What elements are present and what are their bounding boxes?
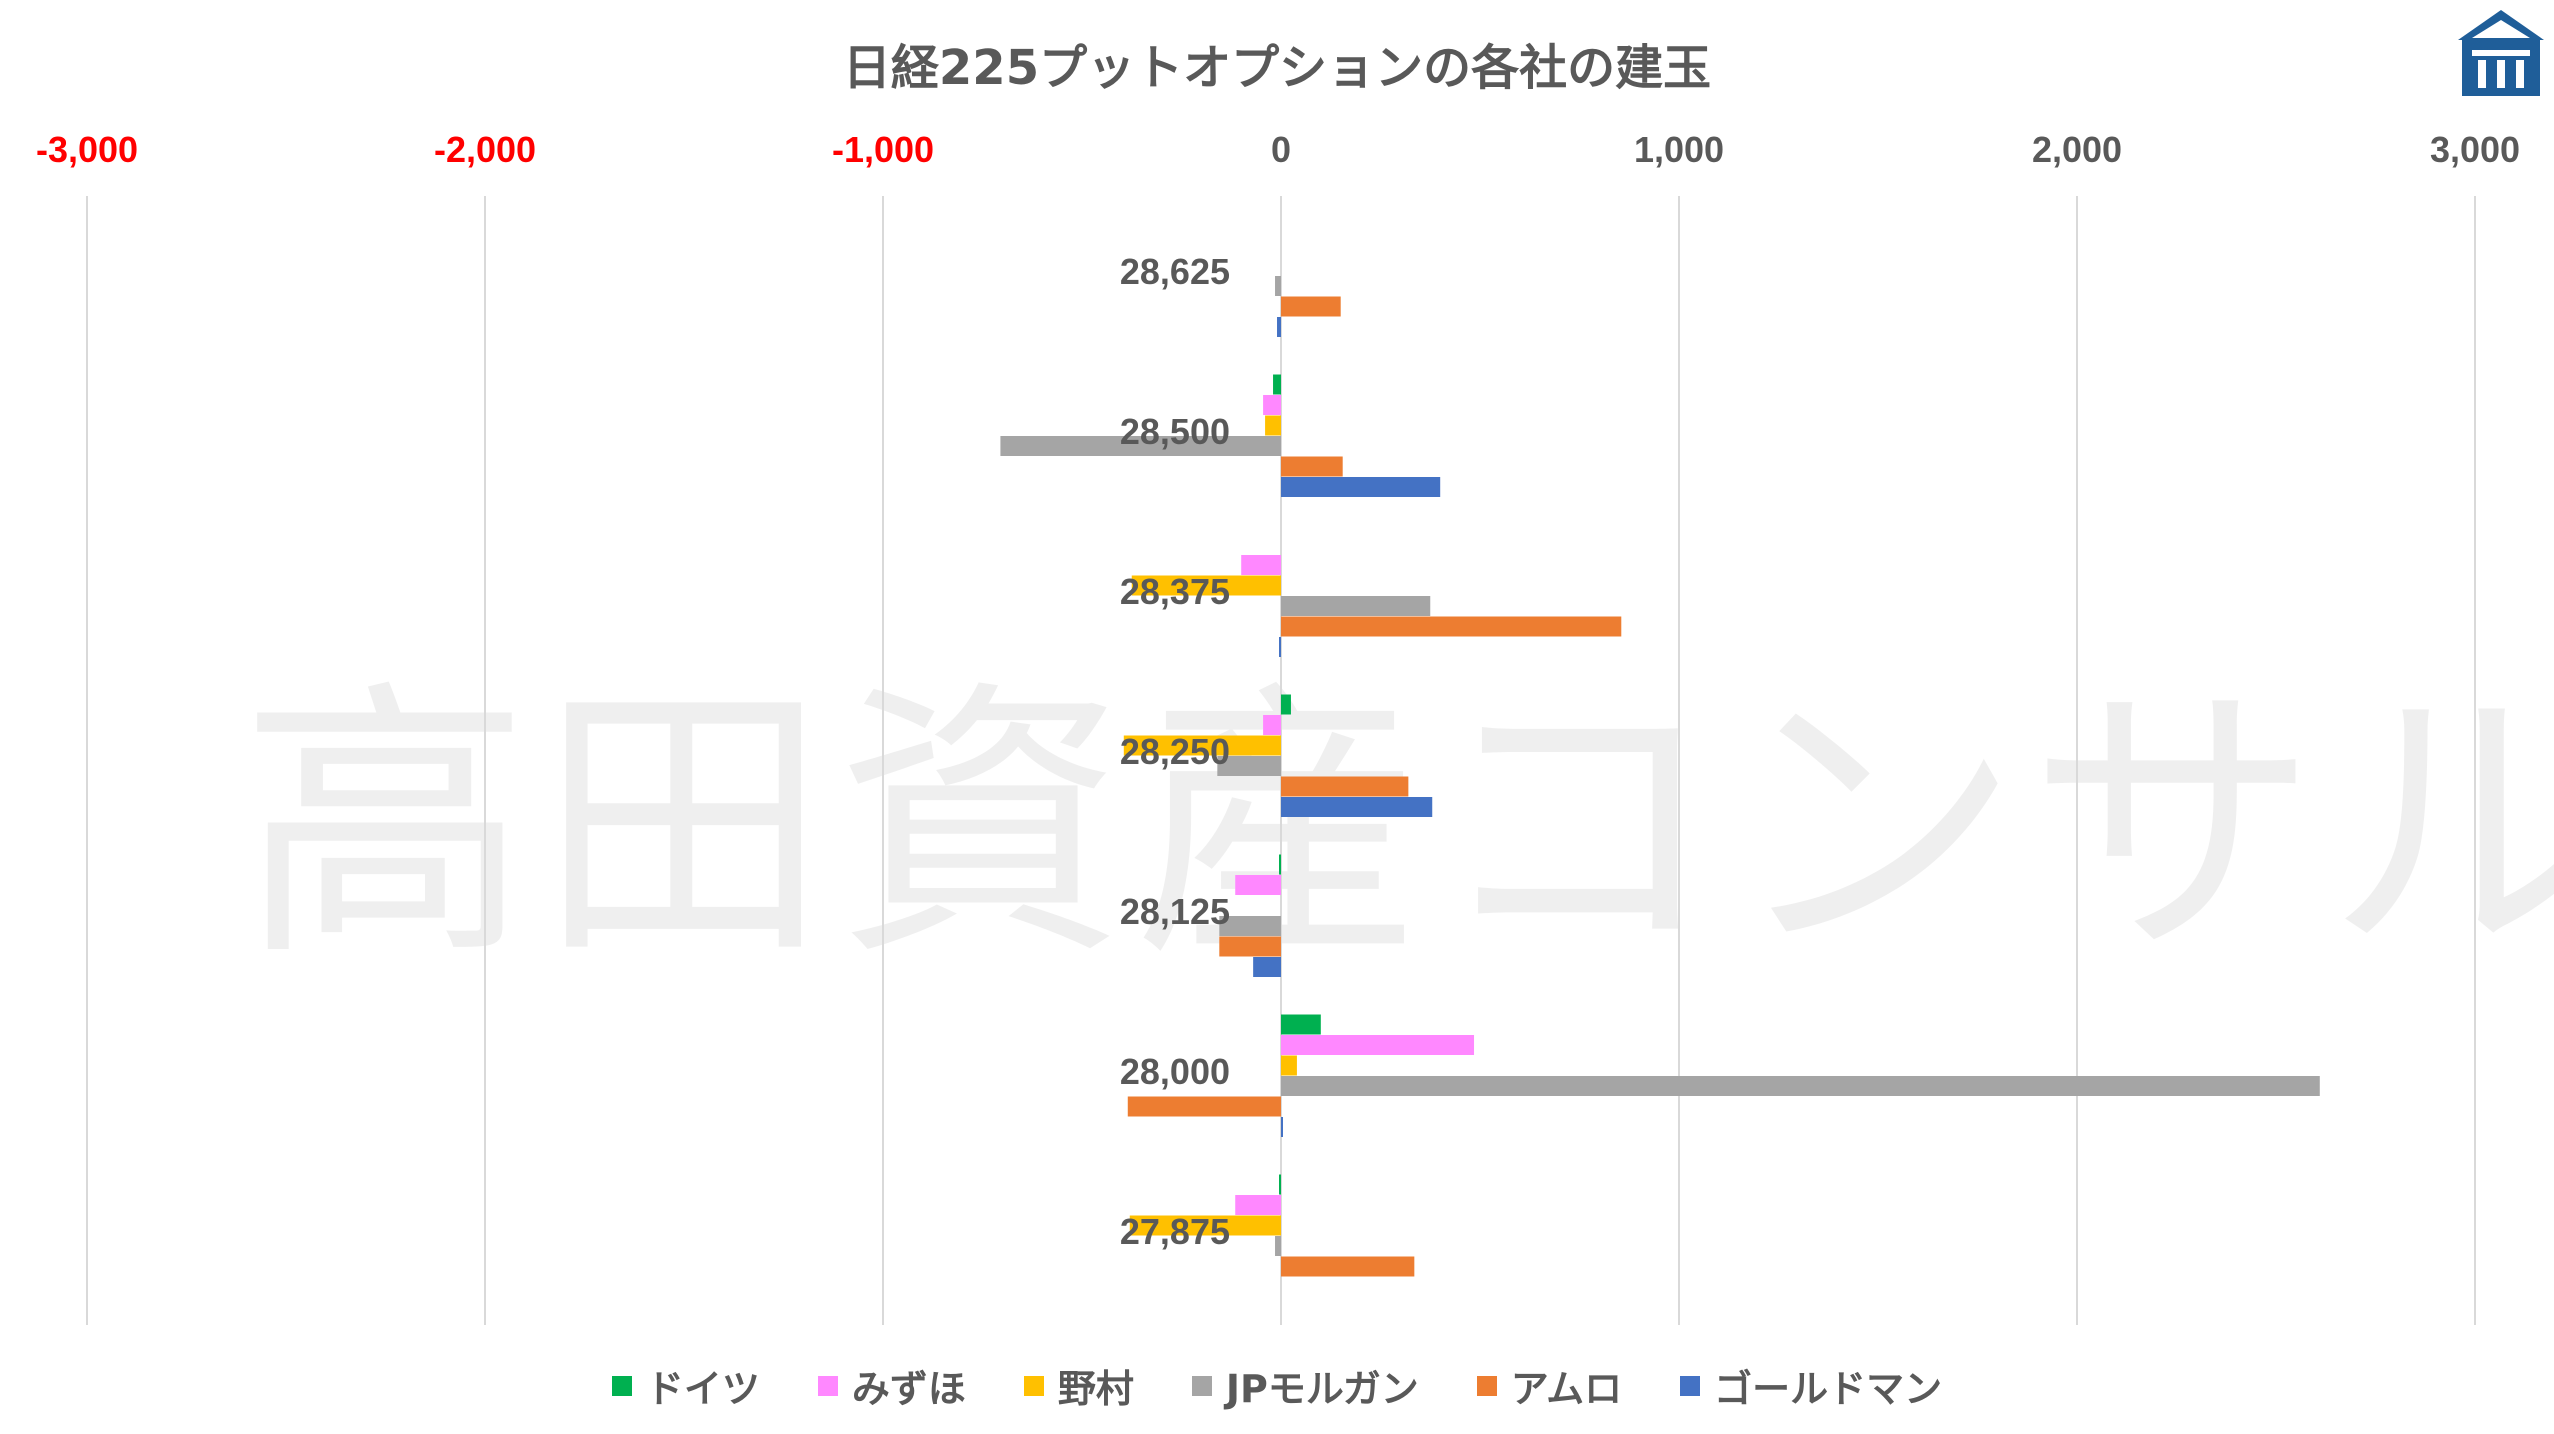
bar <box>1281 776 1409 797</box>
category-label: 28,250 <box>1120 731 1230 772</box>
bar <box>1281 797 1433 817</box>
bar <box>1281 1076 2320 1096</box>
watermark-text: 高田資産コンサル <box>240 658 2554 995</box>
legend-item: JPモルガン <box>1191 1358 1419 1413</box>
bar <box>1275 1236 1281 1256</box>
bar <box>1129 1215 1281 1236</box>
bar <box>1281 1014 1321 1035</box>
legend-label: JPモルガン <box>1225 1367 1419 1411</box>
bar <box>1281 1117 1283 1137</box>
x-tick-label: 3,000 <box>2430 129 2520 170</box>
x-tick-label: -2,000 <box>434 129 536 170</box>
bar <box>1281 1055 1297 1076</box>
legend-label: ドイツ <box>645 1367 760 1411</box>
category-label: 27,875 <box>1120 1211 1230 1252</box>
bar <box>1281 616 1622 637</box>
legend-swatch <box>1191 1375 1212 1396</box>
x-tick-label: -3,000 <box>36 129 138 170</box>
bar <box>1281 456 1343 477</box>
legend-label: 野村 <box>1057 1367 1134 1411</box>
legend-swatch <box>1476 1375 1497 1396</box>
bar <box>1217 756 1281 776</box>
legend-item: 野村 <box>1023 1358 1134 1413</box>
legend: ドイツ みずほ 野村 JPモルガン アムロ ゴールドマン <box>0 1358 2554 1413</box>
category-label: 28,000 <box>1120 1051 1230 1092</box>
bar <box>1281 477 1441 497</box>
legend-swatch <box>611 1375 632 1396</box>
bar <box>1241 555 1281 575</box>
chart-title: 日経225プットオプションの各社の建玉 <box>842 40 1712 96</box>
category-label: 28,125 <box>1120 891 1230 932</box>
legend-swatch <box>1680 1375 1701 1396</box>
legend-item: ゴールドマン <box>1680 1358 1942 1413</box>
legend-label: みずほ <box>851 1367 966 1411</box>
bar <box>1000 436 1281 456</box>
bar <box>1219 916 1281 936</box>
bank-building-icon <box>2458 10 2544 96</box>
bar <box>1277 317 1281 337</box>
bar <box>1253 957 1281 977</box>
x-tick-label: 1,000 <box>1634 129 1724 170</box>
bar <box>1263 395 1281 415</box>
legend-item: みずほ <box>817 1358 966 1413</box>
bar <box>1273 374 1281 395</box>
bar <box>1265 415 1281 436</box>
bar <box>1279 637 1282 657</box>
category-label: 28,375 <box>1120 571 1230 612</box>
legend-item: アムロ <box>1476 1358 1623 1413</box>
category-label: 28,500 <box>1120 411 1230 452</box>
legend-label: アムロ <box>1510 1367 1623 1411</box>
bar <box>1279 854 1282 875</box>
bar <box>1131 575 1281 596</box>
bar <box>1281 1256 1415 1277</box>
legend-item: ドイツ <box>611 1358 760 1413</box>
bar <box>1235 875 1281 895</box>
legend-label: ゴールドマン <box>1714 1367 1943 1411</box>
legend-swatch <box>1023 1375 1044 1396</box>
bar <box>1263 715 1281 735</box>
bar <box>1219 936 1281 957</box>
x-tick-label: -1,000 <box>832 129 934 170</box>
bar <box>1281 694 1291 715</box>
bar <box>1235 1195 1281 1215</box>
bar <box>1123 735 1281 756</box>
legend-swatch <box>817 1375 838 1396</box>
bar <box>1127 1096 1281 1117</box>
bar <box>1279 1174 1282 1195</box>
bar <box>1281 296 1341 317</box>
x-tick-label: 0 <box>1271 129 1291 170</box>
bar <box>1281 596 1431 616</box>
x-tick-label: 2,000 <box>2032 129 2122 170</box>
bar <box>1281 1035 1475 1055</box>
bar <box>1275 276 1281 296</box>
category-label: 28,625 <box>1120 251 1230 292</box>
